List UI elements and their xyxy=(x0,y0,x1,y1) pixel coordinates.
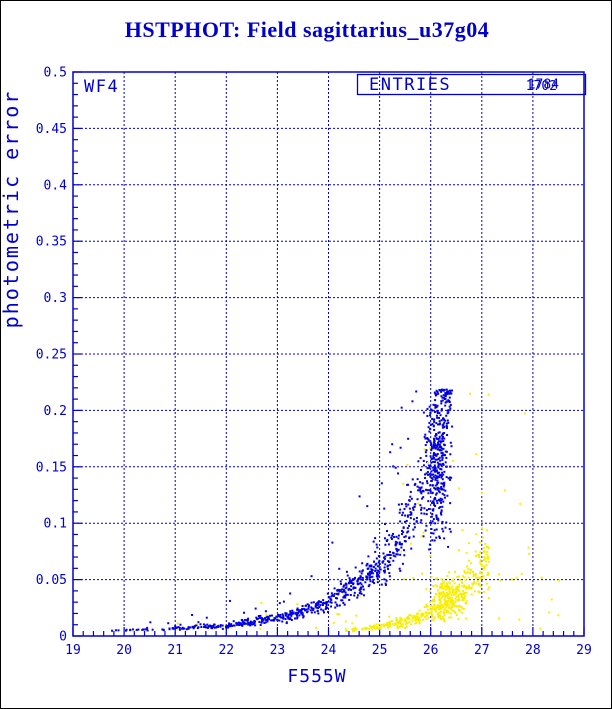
x-tick-label: 28 xyxy=(525,643,541,658)
y-tick-label: 0.35 xyxy=(36,235,67,250)
y-tick-label: 0.2 xyxy=(44,404,67,419)
y-tick-label: 0.05 xyxy=(36,573,67,588)
axis-labels: F555W photometric error xyxy=(1,90,346,687)
plot-frame xyxy=(72,71,585,637)
entries-box-border xyxy=(356,73,587,96)
x-axis-label: F555W xyxy=(287,666,346,687)
y-tick-label: 0.15 xyxy=(36,460,67,475)
x-tick-label: 29 xyxy=(576,643,592,658)
x-tick-label: 26 xyxy=(423,643,439,658)
x-tick-label: 25 xyxy=(372,643,388,658)
x-tick-label: 20 xyxy=(116,643,132,658)
y-tick-label: 0.5 xyxy=(44,66,67,81)
y-axis-label: photometric error xyxy=(1,90,23,329)
entries-label: ENTRIES xyxy=(369,75,451,95)
y-tick-label: 0 xyxy=(59,630,67,645)
x-tick-label: 23 xyxy=(270,643,286,658)
data-points-blue xyxy=(111,388,454,632)
entries-value-1: 1702 xyxy=(526,79,557,94)
chip-annotation: WF4 xyxy=(84,77,119,97)
tick-labels: 19 20 21 22 23 24 25 26 27 28 29 0 0.05 0.1 0.15 0.2 0.2… xyxy=(36,66,592,659)
y-tick-label: 0.45 xyxy=(36,122,67,137)
entries-box: ENTRIES 1702 1784 xyxy=(356,73,587,96)
y-tick-label: 0.3 xyxy=(44,291,67,306)
entries-value-2: 1784 xyxy=(528,78,559,93)
x-tick-label: 24 xyxy=(321,643,337,658)
x-tick-label: 22 xyxy=(218,643,234,658)
data-points-yellow xyxy=(176,392,560,633)
y-tick-label: 0.25 xyxy=(36,348,67,363)
chip-label: WF4 xyxy=(84,77,119,97)
x-tick-label: 19 xyxy=(65,643,81,658)
plot-title: HSTPHOT: Field sagittarius_u37g04 xyxy=(124,17,490,42)
x-tick-label: 27 xyxy=(474,643,490,658)
y-tick-label: 0.1 xyxy=(44,517,67,532)
gridlines xyxy=(73,72,584,636)
y-tick-label: 0.4 xyxy=(44,178,68,193)
x-tick-label: 21 xyxy=(167,643,183,658)
